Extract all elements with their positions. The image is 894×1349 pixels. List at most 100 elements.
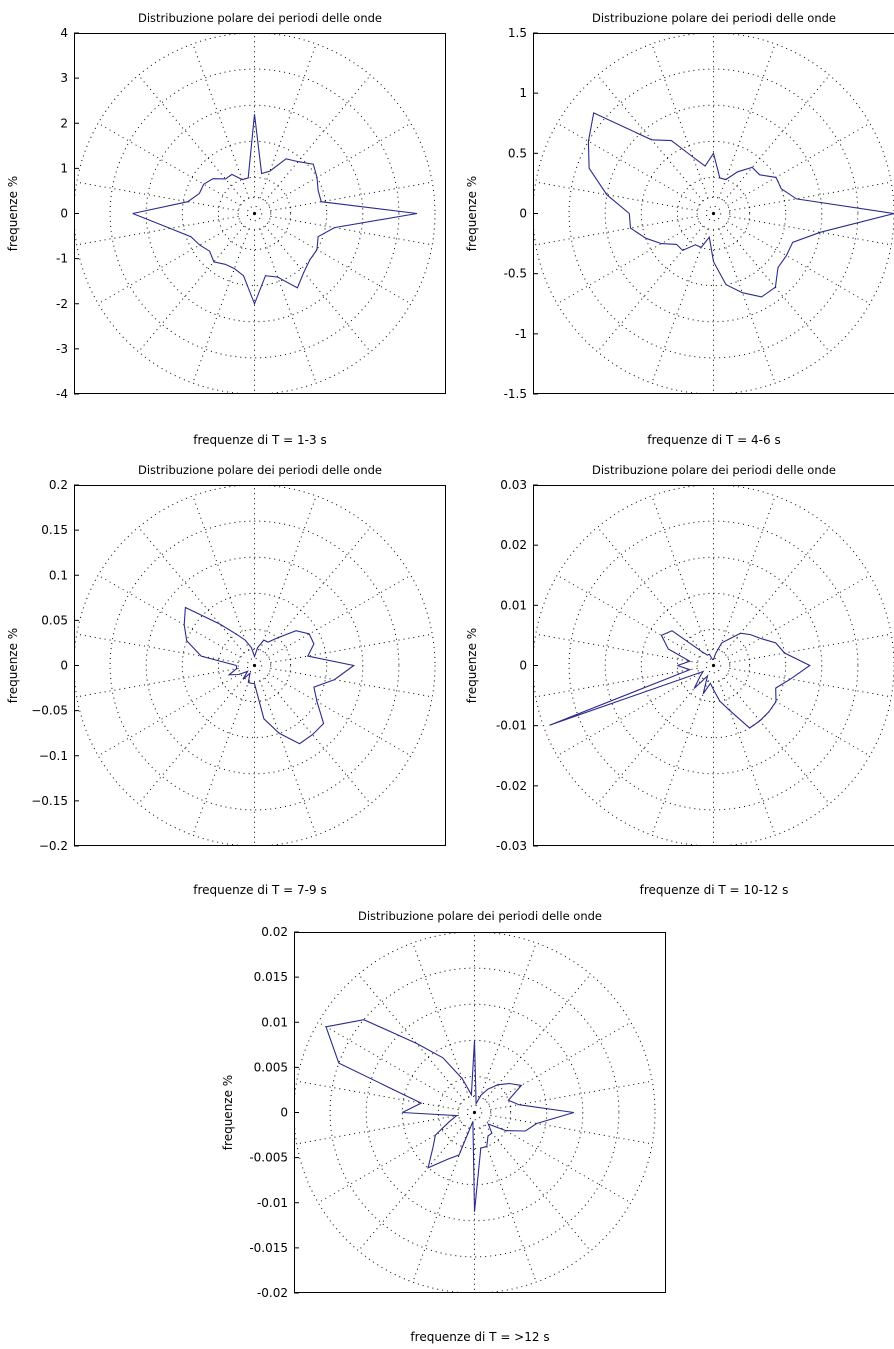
y-axis-label: frequenze %: [221, 1075, 235, 1150]
grid-spoke: [718, 495, 776, 651]
chart-title: Distribuzione polare dei periodi delle o…: [138, 11, 382, 25]
grid-spoke: [727, 673, 871, 757]
chart-svg: 4 3 2 1 0 -1 -2 -3 -4 Distribuzione polare dei pe…: [6, 11, 446, 447]
y-tick-label: 0.15: [41, 523, 68, 537]
grid-spoke: [270, 633, 433, 664]
y-tick-label: 4: [60, 26, 68, 40]
x-axis-label: frequenze di T = 7-9 s: [193, 883, 326, 897]
y-tick-label: 0.05: [41, 613, 68, 627]
grid-spoke: [718, 680, 776, 836]
grid-ring: [74, 33, 436, 394]
series-line: [549, 630, 811, 729]
center-dot: [472, 1110, 477, 1115]
polar-chart-7-9s: 0.2 0.15 0.1 0.05 0 −0.05 −0.1 −0.15 −0.2 Distrib…: [0, 452, 447, 902]
grid-ring: [604, 104, 823, 323]
center-dot: [711, 663, 716, 668]
grid-spoke: [556, 122, 700, 206]
grid-spoke: [192, 680, 250, 836]
grid-ring: [145, 556, 364, 775]
grid-spoke: [651, 43, 709, 199]
grid-spoke: [76, 667, 239, 698]
grid-ring: [676, 176, 751, 251]
polar-chart-4-6s: 1.5 1 0.5 0 -0.5 -1 -1.5 Distribuzione polare d…: [459, 0, 894, 452]
y-tick-label: -0.015: [249, 1241, 288, 1255]
grid-spoke: [597, 225, 704, 353]
center-dot: [711, 211, 716, 216]
grid-spoke: [488, 1021, 632, 1105]
y-tick-label: 0.5: [508, 146, 527, 160]
y-tick-label: 0: [519, 207, 527, 221]
y-tick-label: 1: [60, 161, 68, 175]
grid-ring: [466, 1104, 483, 1121]
y-tick-label: 1: [519, 86, 527, 100]
grid-spoke: [138, 677, 245, 805]
grid-spoke: [192, 43, 250, 199]
grid-spoke: [479, 1127, 537, 1283]
series-line: [132, 114, 418, 306]
grid-spoke: [597, 526, 704, 654]
grid-spoke: [268, 122, 412, 206]
grid-spoke: [138, 74, 245, 202]
grid-spoke: [729, 667, 892, 698]
chart-title: Distribuzione polare dei periodi delle o…: [592, 11, 836, 25]
grid-ring: [181, 140, 328, 287]
y-tick-label: −0.1: [39, 749, 68, 763]
y-tick-label: 0.01: [500, 598, 527, 612]
axes-box: [74, 485, 446, 846]
y-tick-label: 1.5: [508, 26, 527, 40]
grid-spoke: [264, 677, 371, 805]
grid-spoke: [718, 228, 776, 384]
grid-spoke: [597, 74, 704, 202]
grid-spoke: [192, 495, 250, 651]
grid-spoke: [192, 228, 250, 384]
series-line: [587, 112, 894, 298]
x-axis-label: frequenze di T = 4-6 s: [647, 433, 780, 447]
grid-spoke: [484, 1124, 591, 1252]
grid-ring: [401, 1039, 548, 1186]
grid-spoke: [259, 680, 317, 836]
y-tick-label: -2: [56, 297, 68, 311]
grid-ring: [437, 1075, 512, 1150]
y-tick-label: 2: [60, 116, 68, 130]
grid-ring: [74, 485, 436, 846]
grid-spoke: [718, 43, 776, 199]
grid-spoke: [259, 495, 317, 651]
y-tick-label: -1.5: [504, 387, 527, 401]
grid-ring: [604, 556, 823, 775]
y-tick-label: -0.5: [504, 267, 527, 281]
grid-spoke: [727, 122, 871, 206]
polar-grid: [294, 932, 656, 1293]
polar-grid: [74, 33, 436, 394]
y-tick-label: -4: [56, 387, 68, 401]
grid-ring: [294, 932, 656, 1293]
y-tick-label: 0.2: [49, 478, 68, 492]
grid-spoke: [270, 667, 433, 698]
y-tick-label: -0.005: [249, 1151, 288, 1165]
y-tick-label: 0: [60, 659, 68, 673]
grid-spoke: [270, 181, 433, 212]
grid-spoke: [268, 673, 412, 757]
y-tick-label: 3: [60, 71, 68, 85]
grid-spoke: [556, 221, 700, 305]
grid-spoke: [488, 1120, 632, 1204]
grid-spoke: [358, 1124, 465, 1252]
grid-ring: [246, 205, 263, 222]
y-tick-label: -0.01: [496, 719, 527, 733]
grid-ring: [217, 176, 292, 251]
y-tick-label: -1: [56, 252, 68, 266]
grid-ring: [109, 520, 400, 811]
chart-svg: 0.2 0.15 0.1 0.05 0 −0.05 −0.1 −0.15 −0.2 Distrib…: [6, 463, 446, 897]
grid-spoke: [490, 1080, 653, 1111]
grid-spoke: [490, 1114, 653, 1145]
polar-grid: [74, 485, 436, 846]
y-tick-label: 0.02: [500, 538, 527, 552]
y-tick-label: -0.01: [257, 1196, 288, 1210]
grid-spoke: [723, 225, 830, 353]
grid-spoke: [317, 1120, 461, 1204]
y-tick-label: 0.01: [261, 1015, 288, 1029]
series-line: [325, 1019, 574, 1212]
grid-spoke: [97, 574, 241, 658]
grid-spoke: [268, 574, 412, 658]
polar-grid: [533, 33, 894, 394]
grid-spoke: [727, 574, 871, 658]
